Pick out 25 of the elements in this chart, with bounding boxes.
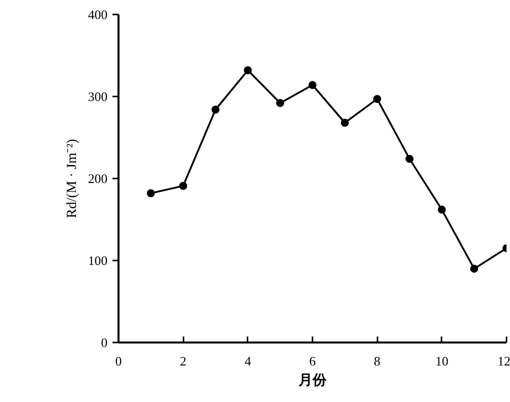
x-tick-label: 4 [244, 354, 252, 368]
point [340, 118, 349, 127]
y-tick-label: 300 [88, 89, 108, 104]
point [212, 106, 220, 114]
y-tick-label: 0 [101, 335, 108, 350]
y-tick-label: 100 [88, 253, 108, 268]
x-tick-label: 8 [374, 354, 380, 368]
x-tick-label: 0 [115, 354, 122, 368]
x-tick-label: 2 [180, 354, 186, 368]
y-tick-label: 200 [88, 171, 108, 186]
point [146, 189, 155, 198]
y-tick-label: 400 [88, 7, 108, 22]
point [438, 206, 446, 214]
point [406, 154, 414, 163]
point [179, 182, 188, 190]
x-axis-title: 月份 [298, 372, 328, 388]
point [276, 99, 284, 108]
y-axis-title: Rd/(M · Jm⁻²) [65, 138, 80, 218]
x-tick-label: 12 [498, 354, 510, 368]
point [470, 264, 478, 273]
point [244, 66, 252, 74]
point [373, 94, 382, 103]
point [308, 81, 316, 90]
x-tick-label: 10 [435, 354, 448, 368]
x-tick-label: 6 [309, 354, 316, 368]
